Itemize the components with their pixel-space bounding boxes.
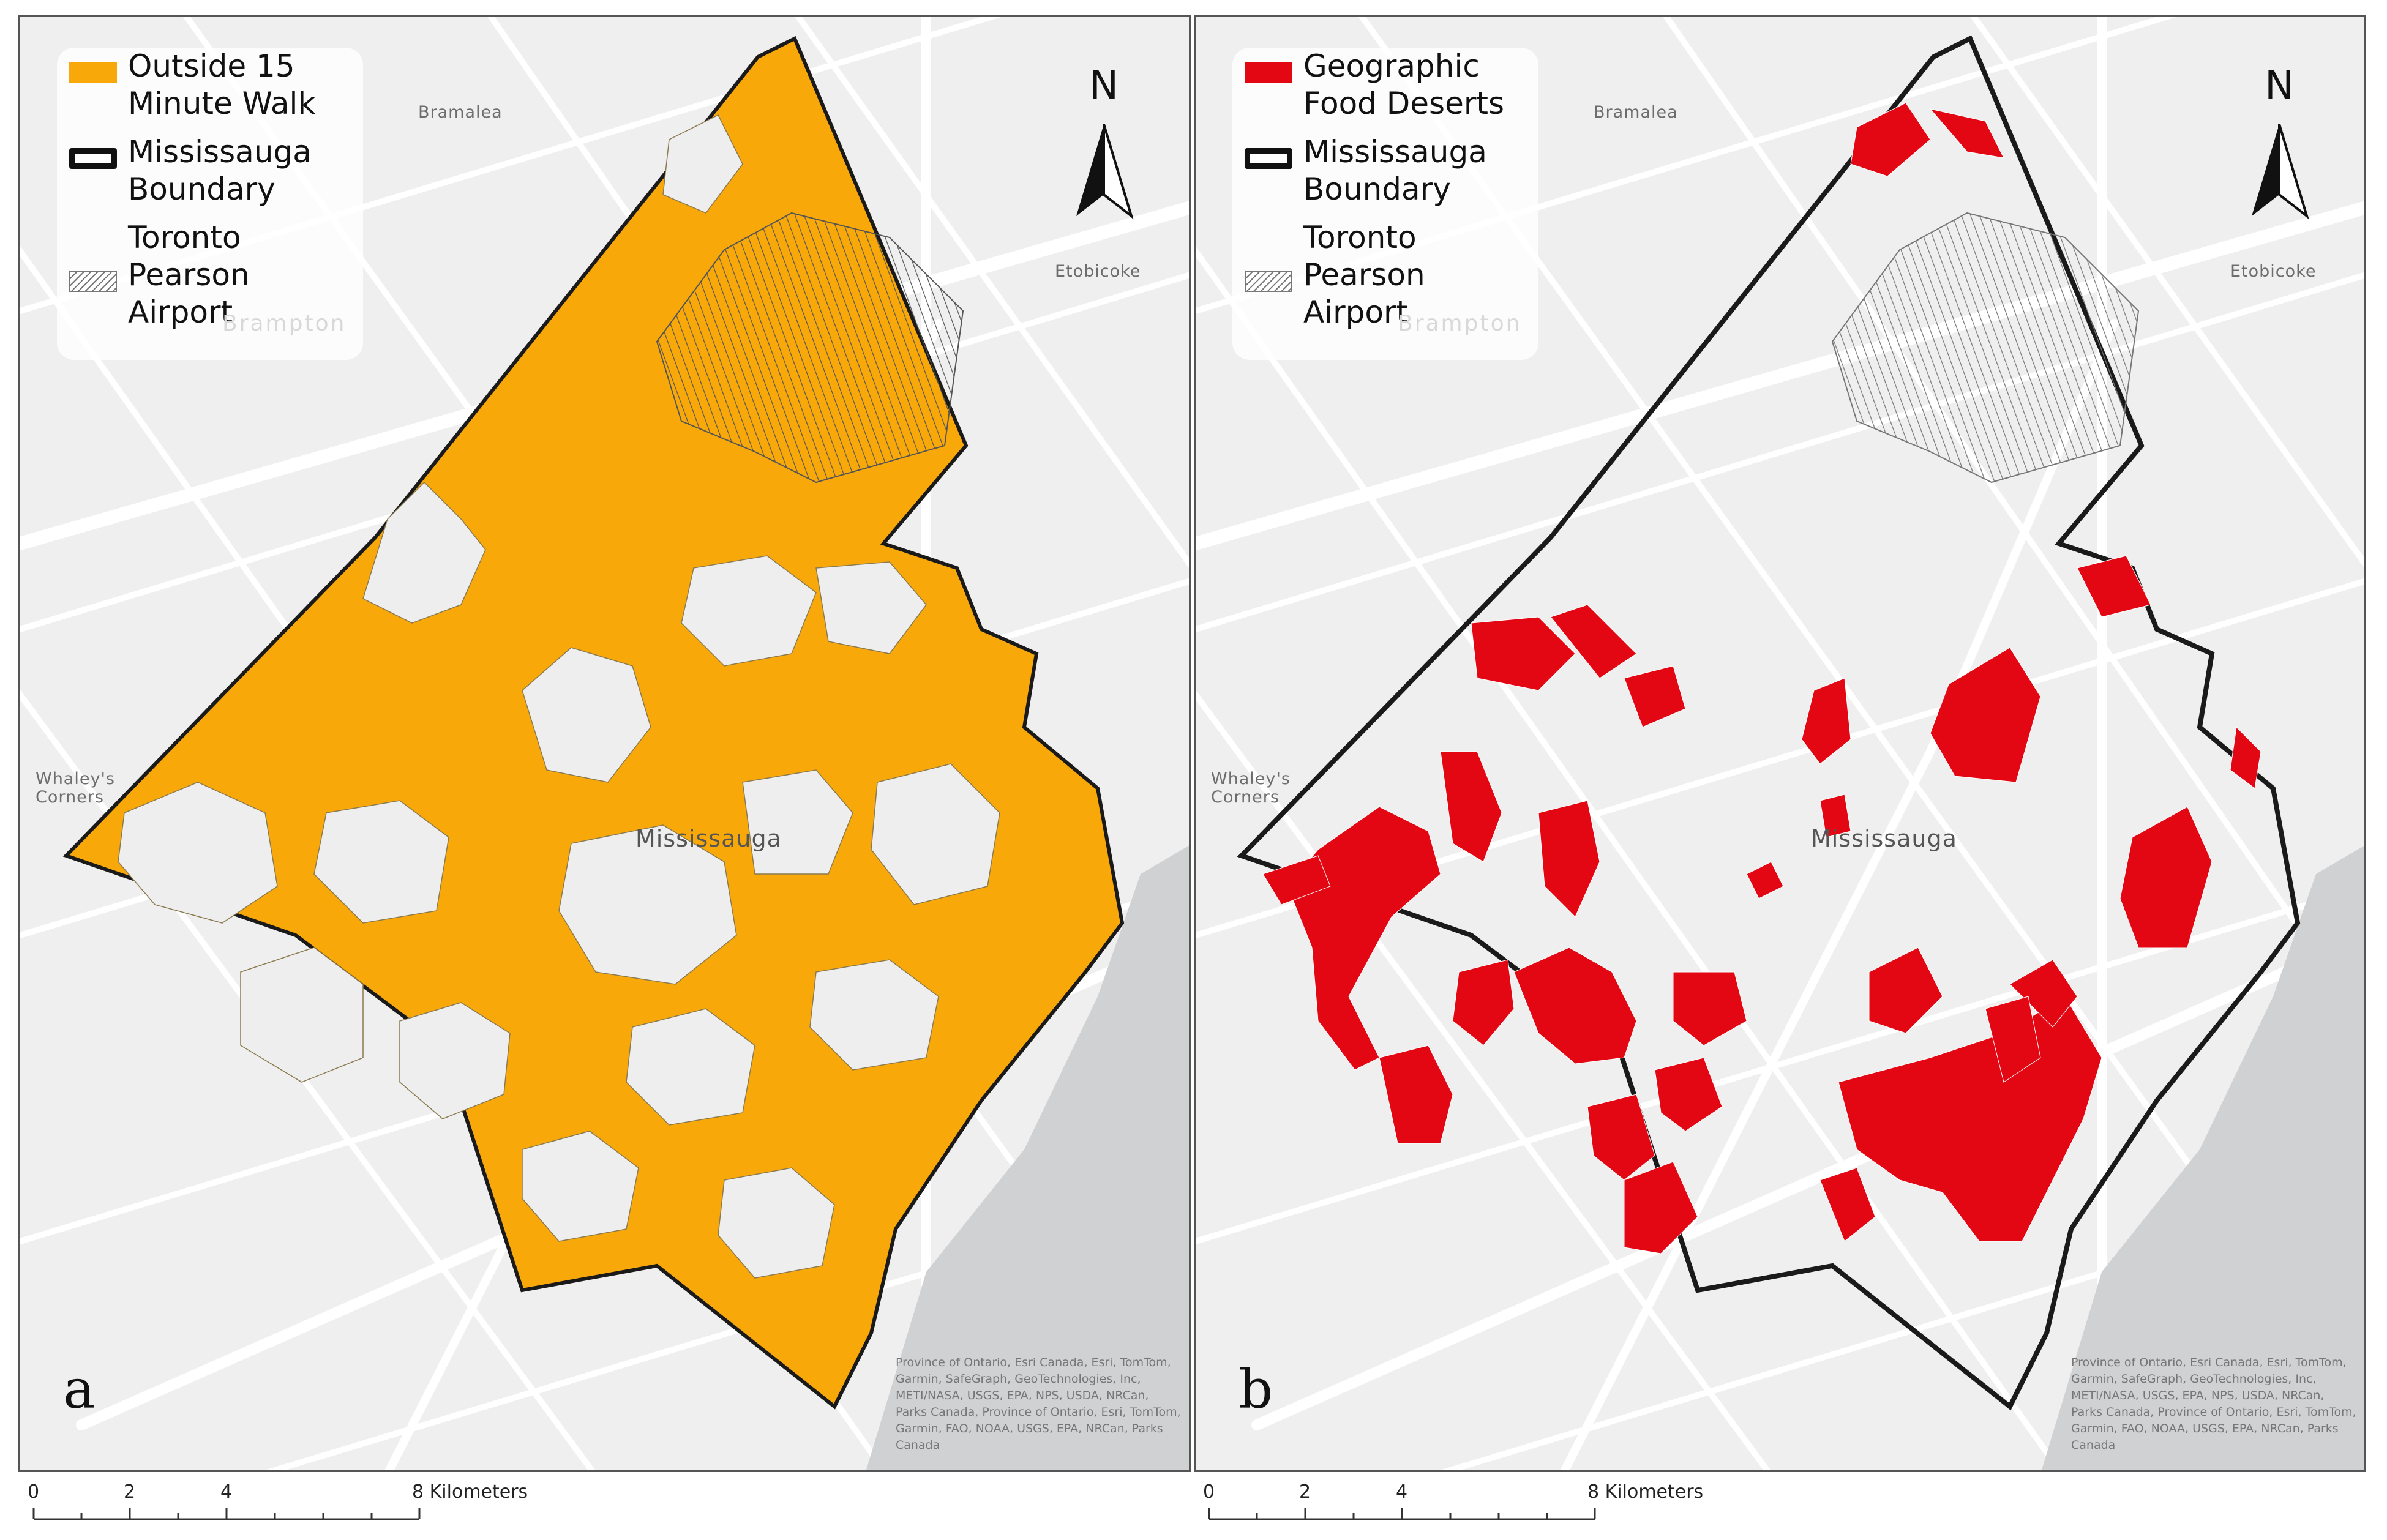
north-arrow: N [2243,63,2316,222]
scale-end-label: 8 Kilometers [1587,1481,1704,1503]
food-desert-areas [1262,102,2261,1254]
legend-swatch-outline [1245,148,1292,169]
airport-hatch [1831,212,2140,484]
legend-swatch-orange [69,62,117,83]
scale-end-label: 8 Kilometers [412,1481,528,1503]
legend-item-boundary: Mississauga Boundary [1245,133,1524,208]
place-bramalea: Bramalea [418,103,503,122]
legend-swatch-hatch [69,271,117,292]
legend-label: Outside 15 Minute Walk [128,48,316,121]
place-mississauga: Mississauga [1811,825,1957,852]
place-etobicoke: Etobicoke [2230,262,2317,281]
scale-tick-label: 2 [1299,1481,1311,1503]
attribution-text: Province of Ontario, Esri Canada, Esri, … [896,1356,1181,1452]
airport-hatch [656,212,964,484]
panel-label-a: a [63,1358,96,1421]
north-arrow-icon [1076,124,1134,220]
scale-bar-line [32,1508,421,1520]
legend-item-airport: Toronto Pearson Airport [69,219,348,331]
legend-label: Mississauga Boundary [128,134,312,207]
scale-tick-label: 0 [28,1481,40,1503]
legend-swatch-outline [69,148,117,169]
scale-tick-label: 4 [220,1481,233,1503]
basemap-b [1196,17,2364,1470]
place-bramalea: Bramalea [1594,103,1678,122]
inside-walk-areas [118,114,1000,1279]
map-panel-a: Outside 15 Minute Walk Mississauga Bound… [18,15,1191,1472]
scale-tick-label: 0 [1203,1481,1215,1503]
legend: Geographic Food Deserts Mississauga Boun… [1232,48,1538,360]
legend-item-walk: Outside 15 Minute Walk [69,48,348,122]
place-whaleys-corners: Whaley's Corners [1211,769,1291,807]
lake-ontario [2041,845,2364,1470]
north-arrow: N [1067,63,1141,222]
scale-tick-label: 4 [1396,1481,1408,1503]
legend-label: Toronto Pearson Airport [1303,220,1425,330]
legend-item-airport: Toronto Pearson Airport [1245,219,1524,331]
legend-item-food-desert: Geographic Food Deserts [1245,48,1524,122]
legend-swatch-red [1245,62,1292,83]
legend: Outside 15 Minute Walk Mississauga Bound… [57,48,363,360]
place-whaleys-corners: Whaley's Corners [36,769,115,807]
north-arrow-icon [2252,124,2309,220]
north-label: N [2265,63,2294,108]
lake-ontario [866,845,1189,1470]
north-label: N [1089,63,1119,108]
scale-bar-b: 0 2 4 8 Kilometers [1203,1481,1754,1530]
place-mississauga: Mississauga [635,825,782,852]
scale-tick-label: 2 [124,1481,136,1503]
basemap-a [20,17,1189,1470]
panel-label-b: b [1238,1358,1273,1421]
place-brampton: Brampton [222,311,347,336]
legend-swatch-hatch [1245,271,1292,292]
legend-label: Mississauga Boundary [1303,134,1487,207]
map-panel-b: Geographic Food Deserts Mississauga Boun… [1194,15,2366,1472]
legend-label: Geographic Food Deserts [1303,48,1505,121]
attribution-text: Province of Ontario, Esri Canada, Esri, … [2071,1356,2356,1452]
place-etobicoke: Etobicoke [1055,262,1141,281]
legend-item-boundary: Mississauga Boundary [69,133,348,208]
scale-bar-line [1208,1508,1596,1520]
scale-bar-a: 0 2 4 8 Kilometers [28,1481,579,1530]
place-brampton: Brampton [1398,311,1522,336]
legend-label: Toronto Pearson Airport [128,220,250,330]
